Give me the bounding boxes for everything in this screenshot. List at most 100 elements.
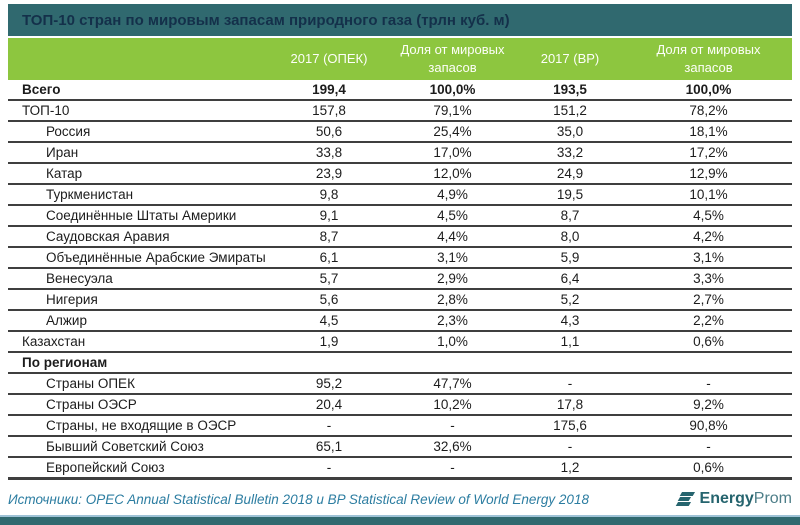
- row-value: 4,5: [319, 313, 339, 328]
- sources-note: Источники: OPEC Annual Statistical Bulle…: [8, 491, 589, 507]
- row-label: Страны ОЭСР: [46, 397, 137, 412]
- table-row: Туркменистан 9,8 4,9% 19,5 10,1%: [8, 185, 792, 206]
- row-value: 2,9%: [437, 271, 468, 286]
- row-value: 4,5%: [437, 208, 468, 223]
- row-value: 8,7: [319, 229, 339, 244]
- row-value: 95,2: [315, 376, 343, 391]
- row-value: 2,8%: [437, 292, 468, 307]
- page-title: ТОП-10 стран по мировым запасам природно…: [22, 11, 510, 29]
- row-value: 17,8: [556, 397, 584, 412]
- row-label: Страны ОПЕК: [46, 376, 135, 391]
- table-row: Соединённые Штаты Америки 9,1 4,5% 8,7 4,5%: [8, 206, 792, 227]
- table-title-bar: ТОП-10 стран по мировым запасам природно…: [8, 4, 792, 36]
- row-label: Туркменистан: [46, 187, 134, 202]
- row-value: 0,6%: [693, 460, 724, 475]
- row-label: Россия: [46, 124, 91, 139]
- logo-text-light: Prom: [753, 490, 792, 507]
- row-value: 6,4: [560, 271, 580, 286]
- row-value: 33,2: [556, 145, 584, 160]
- row-value: 32,6%: [433, 439, 472, 454]
- row-value: -: [450, 418, 455, 433]
- row-label: Иран: [46, 145, 79, 160]
- row-value: 25,4%: [433, 124, 472, 139]
- row-value: 175,6: [553, 418, 587, 433]
- row-label: По регионам: [22, 355, 108, 370]
- row-value: 3,3%: [693, 271, 724, 286]
- row-value: 2,3%: [437, 313, 468, 328]
- column-header-share-bp: Доля от мировых запасов: [656, 41, 761, 75]
- footer: Источники: OPEC Annual Statistical Bulle…: [8, 486, 792, 512]
- row-value: -: [326, 418, 332, 433]
- row-value: 6,1: [319, 250, 339, 265]
- table-row: Алжир 4,5 2,3% 4,3 2,2%: [8, 311, 792, 332]
- row-value: 0,6%: [693, 334, 724, 349]
- table-row: Европейский Союз - - 1,2 0,6%: [8, 458, 792, 480]
- row-value: 9,2%: [693, 397, 724, 412]
- energyprom-logo: EnergyProm: [675, 490, 792, 508]
- row-value: 100,0%: [685, 82, 732, 97]
- column-header-share-opec: Доля от мировых запасов: [400, 41, 505, 75]
- row-value: -: [326, 460, 332, 475]
- row-value: 47,7%: [433, 376, 472, 391]
- table-row: Россия 50,6 25,4% 35,0 18,1%: [8, 122, 792, 143]
- row-value: -: [567, 439, 573, 454]
- column-header-2017-bp: 2017 (BP): [540, 50, 600, 66]
- column-header-country: [8, 38, 268, 80]
- row-label: Бывший Советский Союз: [46, 439, 204, 454]
- energyprom-stripes-icon: [675, 491, 695, 507]
- row-value: 12,0%: [433, 166, 472, 181]
- row-value: 199,4: [312, 82, 346, 97]
- table-row: Катар 23,9 12,0% 24,9 12,9%: [8, 164, 792, 185]
- table-row: Бывший Советский Союз 65,1 32,6% - -: [8, 437, 792, 458]
- table-row: Нигерия 5,6 2,8% 5,2 2,7%: [8, 290, 792, 311]
- row-value: 5,9: [560, 250, 580, 265]
- row-value: 10,1%: [689, 187, 728, 202]
- column-header-row: 2017 (ОПЕК) Доля от мировых запасов 2017…: [8, 38, 792, 80]
- row-value: 193,5: [553, 82, 587, 97]
- row-value: 5,2: [560, 292, 580, 307]
- row-value: 4,9%: [437, 187, 468, 202]
- row-value: 2,7%: [693, 292, 724, 307]
- row-value: 4,5%: [693, 208, 724, 223]
- row-value: 2,2%: [693, 313, 724, 328]
- row-value: 3,1%: [437, 250, 468, 265]
- row-label: Нигерия: [46, 292, 98, 307]
- row-value: 24,9: [556, 166, 584, 181]
- row-value: 35,0: [556, 124, 584, 139]
- row-value: 3,1%: [693, 250, 724, 265]
- row-label: Европейский Союз: [46, 460, 165, 475]
- row-label: Объединённые Арабские Эмираты: [46, 250, 266, 265]
- row-value: 151,2: [553, 103, 587, 118]
- row-label: Всего: [22, 82, 61, 97]
- row-value: -: [567, 376, 573, 391]
- row-value: -: [450, 460, 455, 475]
- row-value: 5,6: [319, 292, 339, 307]
- row-value: 19,5: [556, 187, 584, 202]
- row-value: 157,8: [312, 103, 346, 118]
- table-row: Объединённые Арабские Эмираты 6,1 3,1% 5,9 3…: [8, 248, 792, 269]
- row-value: 20,4: [315, 397, 343, 412]
- table-row: Казахстан 1,9 1,0% 1,1 0,6%: [8, 332, 792, 353]
- row-value: 79,1%: [433, 103, 472, 118]
- row-value: 78,2%: [689, 103, 728, 118]
- row-label: ТОП-10: [22, 103, 70, 118]
- row-value: 8,0: [560, 229, 580, 244]
- column-header-2017-opec: 2017 (ОПЕК): [290, 50, 368, 66]
- row-value: 9,8: [319, 187, 339, 202]
- row-value: 8,7: [560, 208, 580, 223]
- row-label: Саудовская Аравия: [46, 229, 170, 244]
- table-row: По регионам: [8, 353, 792, 374]
- table-row: Саудовская Аравия 8,7 4,4% 8,0 4,2%: [8, 227, 792, 248]
- row-value: 1,9: [319, 334, 339, 349]
- row-label: Соединённые Штаты Америки: [46, 208, 237, 223]
- row-value: 18,1%: [689, 124, 728, 139]
- row-value: -: [706, 376, 711, 391]
- table-row: Страны ОЭСР 20,4 10,2% 17,8 9,2%: [8, 395, 792, 416]
- row-value: -: [706, 439, 711, 454]
- row-label: Венесуэла: [46, 271, 113, 286]
- bottom-accent-bar: [0, 515, 800, 525]
- row-value: 17,2%: [689, 145, 728, 160]
- logo-text: EnergyProm: [700, 490, 792, 508]
- row-label: Алжир: [46, 313, 87, 328]
- row-value: 1,2: [560, 460, 580, 475]
